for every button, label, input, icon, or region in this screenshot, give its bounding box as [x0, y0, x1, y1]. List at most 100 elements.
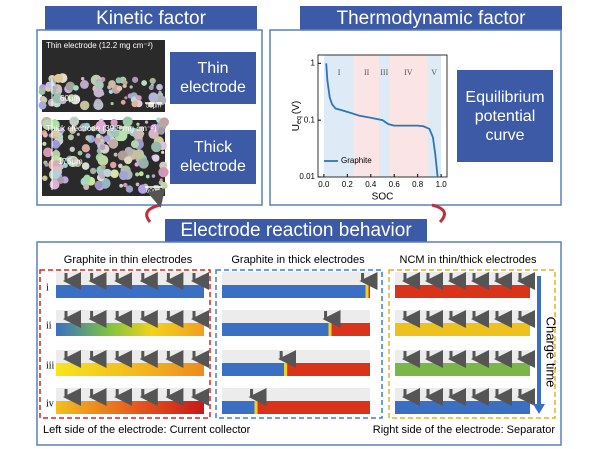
particle: [120, 99, 126, 105]
particle: [134, 162, 139, 167]
y-label-part: (V): [291, 101, 302, 114]
particle: [108, 138, 119, 149]
row-label: ii: [46, 320, 52, 331]
particle: [124, 156, 132, 165]
particle: [43, 147, 53, 158]
particle: [99, 144, 106, 151]
y-label-part: U: [291, 124, 302, 131]
particle: [62, 162, 68, 168]
particle: [134, 149, 145, 160]
particle: [124, 96, 128, 100]
bar-segment: [368, 285, 370, 298]
particle: [44, 162, 49, 167]
y-tick-label: 0.1: [304, 115, 316, 124]
bar-segment: [331, 323, 370, 336]
particle: [129, 85, 133, 89]
particle: [122, 116, 133, 127]
arrow: [431, 203, 446, 224]
arrow: [145, 188, 166, 223]
x-tick-label: 0.8: [412, 180, 424, 189]
particle: [100, 138, 104, 143]
x-axis-label: SOC: [372, 192, 394, 203]
x-tick-label: 0.4: [365, 180, 377, 189]
y-label-part: eq: [296, 116, 303, 124]
particle: [132, 76, 139, 83]
bar-segment: [56, 323, 204, 336]
particle: [96, 100, 101, 105]
legend-label: Graphite: [341, 156, 372, 165]
particle: [159, 178, 163, 182]
particle: [118, 125, 123, 130]
particle: [71, 157, 77, 164]
plot-frame: [317, 54, 448, 178]
particle: [136, 122, 140, 126]
series-line: [325, 63, 439, 178]
particle: [83, 174, 91, 182]
y-tick-label: 0.01: [299, 172, 315, 181]
bar-segment: [56, 401, 204, 414]
bar-segment: [328, 323, 332, 336]
particle: [53, 73, 63, 83]
caption: Thick electrode (39.5 mg cm⁻²): [46, 124, 157, 133]
bar-segment: [395, 323, 530, 336]
particle: [113, 152, 118, 157]
particle: [83, 122, 91, 130]
column-title: NCM in thin/thick electrodes: [400, 254, 537, 266]
region-label: I: [338, 68, 341, 77]
particle: [77, 150, 83, 156]
column-title: Graphite in thick electrodes: [231, 254, 365, 266]
particle: [80, 80, 89, 89]
region-label: III: [380, 68, 388, 77]
x-tick-label: 0.6: [389, 180, 401, 189]
dashed-box: [215, 269, 383, 419]
label-box: Thick electrode: [170, 130, 256, 184]
particle: [159, 117, 170, 127]
particle: [160, 181, 168, 190]
particle: [72, 117, 78, 123]
particle: [59, 160, 64, 164]
region: [389, 55, 428, 177]
axis-label: Charge time: [544, 317, 559, 388]
particle: [145, 174, 150, 179]
particle: [110, 161, 117, 169]
particle: [69, 146, 75, 152]
particle: [80, 77, 85, 81]
particle: [42, 119, 53, 130]
particle: [119, 183, 124, 188]
bar-segment: [395, 401, 530, 414]
scale: 50μm: [146, 189, 161, 195]
particle: [42, 132, 48, 138]
particle: [127, 93, 133, 99]
footer: Right side of the electrode: Separator: [373, 424, 556, 436]
particle: [148, 85, 154, 91]
particle: [135, 95, 141, 100]
region: [378, 55, 390, 177]
scale: 50μm: [146, 104, 161, 110]
particle: [138, 158, 149, 169]
particle: [85, 135, 92, 141]
particle: [110, 102, 114, 106]
particle: [108, 80, 116, 88]
sem-images: [38, 40, 170, 196]
particle: [42, 141, 47, 146]
particle: [135, 172, 140, 177]
particle: [45, 81, 53, 89]
y-tick-label: 1: [311, 58, 316, 67]
particle: [42, 175, 48, 181]
particle: [152, 154, 160, 162]
particle: [65, 81, 75, 91]
particle: [79, 100, 90, 111]
particle: [95, 120, 106, 131]
bar-segment: [222, 323, 329, 336]
caption: Thin electrode (12.2 mg cm⁻²): [46, 41, 153, 50]
particle: [112, 129, 120, 138]
particle: [71, 125, 75, 129]
particle: [51, 139, 61, 149]
bar-segment: [56, 363, 204, 376]
particle: [125, 185, 134, 193]
particle: [50, 87, 57, 94]
particle: [67, 134, 74, 141]
reaction-title: Electrode reaction behavior: [180, 220, 412, 241]
